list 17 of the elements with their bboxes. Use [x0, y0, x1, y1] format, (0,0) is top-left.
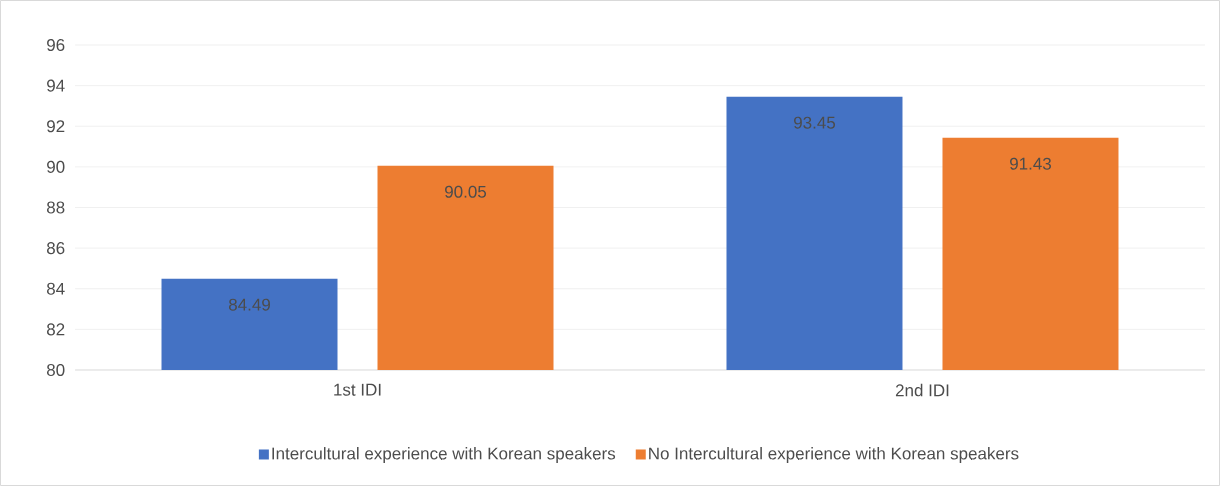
y-tick-label: 80	[46, 363, 65, 377]
y-tick-label: 90	[47, 160, 65, 173]
data-label: 93.45	[794, 116, 836, 129]
x-tick-label: 2nd IDI	[895, 383, 949, 397]
data-label: 90.05	[445, 185, 487, 198]
y-tick-label: 82	[46, 323, 65, 336]
legend-label: Intercultural experience with Korean speakers	[272, 447, 616, 463]
y-tick-label: 94	[47, 79, 65, 92]
y-tick-label: 84	[46, 282, 65, 295]
y-tick-label: 96	[47, 38, 65, 52]
data-label: 84.49	[228, 298, 270, 311]
x-tick-label: 1st IDI	[334, 383, 381, 396]
y-tick-label: 92	[47, 120, 65, 133]
y-tick-label: 88	[46, 201, 65, 214]
legend-label: No Intercultural experience with Korean speakers	[649, 447, 1019, 463]
data-label: 91.43	[1010, 157, 1051, 170]
y-tick-label: 86	[46, 242, 65, 255]
